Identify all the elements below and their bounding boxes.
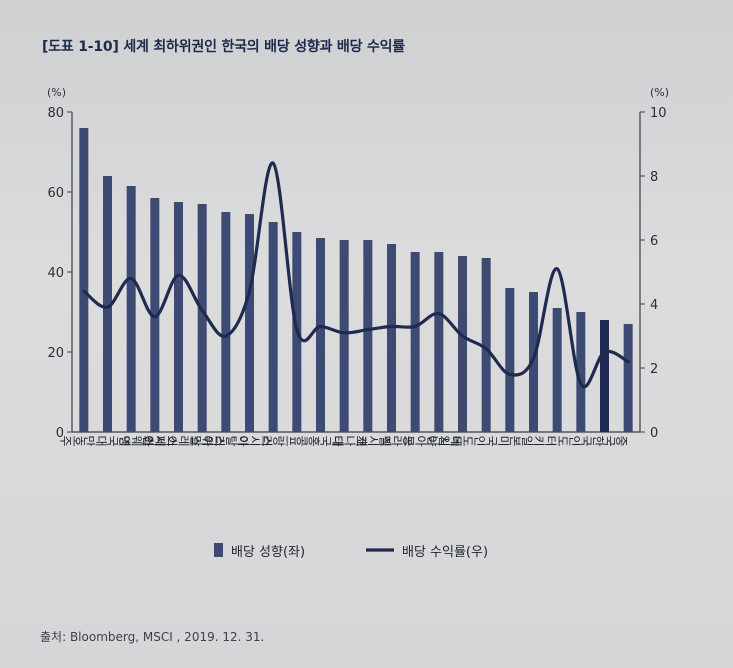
bar-홍콩 <box>316 238 325 432</box>
bar-영국 <box>126 186 136 432</box>
right-axis-unit: (%) <box>650 86 669 99</box>
x-label-러시아: 러시아 <box>237 434 273 448</box>
left-tick-label: 60 <box>47 186 64 201</box>
right-tick-label: 2 <box>650 362 658 377</box>
bar-한국 <box>600 320 609 432</box>
bar-이탈리아 <box>245 214 254 432</box>
x-label-멕시코: 멕시코 <box>356 434 392 448</box>
bar-말레이시아 <box>197 204 207 432</box>
x-label-이탈리아: 이탈리아 <box>202 434 250 448</box>
x-label-프랑스: 프랑스 <box>261 434 297 448</box>
x-label-인도: 인도 <box>557 434 581 448</box>
bar-중국 <box>623 324 633 432</box>
x-label-스페인: 스페인 <box>143 434 179 448</box>
x-label-브라질: 브라질 <box>379 434 415 448</box>
x-label-태국: 태국 <box>320 434 344 448</box>
right-tick-label: 0 <box>650 426 658 441</box>
bar-스웨덴 <box>150 198 160 432</box>
bar-남아공 <box>434 252 444 432</box>
x-label-한국: 한국 <box>581 434 605 448</box>
right-tick-label: 10 <box>650 106 667 121</box>
bar-캐나다 <box>363 240 373 432</box>
left-tick-label: 40 <box>47 266 64 281</box>
bar-태국 <box>339 240 349 432</box>
x-label-미국: 미국 <box>486 434 510 448</box>
x-label-영국: 영국 <box>107 434 131 448</box>
right-tick-label: 4 <box>650 298 658 313</box>
left-tick-label: 80 <box>47 106 64 121</box>
bar-독일 <box>458 256 467 432</box>
bar-스페인 <box>174 202 183 432</box>
x-label-호주: 호주 <box>60 434 84 448</box>
bar-인도네시아 <box>481 258 491 432</box>
x-label-남아공: 남아공 <box>403 434 439 448</box>
legend-bar-swatch <box>214 543 223 557</box>
x-label-일본: 일본 <box>510 434 534 448</box>
right-tick-label: 8 <box>650 170 658 185</box>
x-label-캐나다: 캐나다 <box>332 434 368 448</box>
chart-title: [도표 1-10] 세계 최하위권인 한국의 배당 성향과 배당 수익률 <box>42 39 405 55</box>
left-tick-label: 20 <box>47 346 64 361</box>
x-label-중국: 중국 <box>604 434 628 448</box>
bar-대만 <box>103 176 112 432</box>
bar-호주 <box>79 128 89 432</box>
x-label-터키: 터키 <box>533 434 557 448</box>
x-label-스웨덴: 스웨덴 <box>119 434 155 448</box>
x-label-홍콩: 홍콩 <box>297 434 321 448</box>
dividend-yield-line <box>82 161 630 389</box>
right-tick-label: 6 <box>650 234 658 249</box>
left-axis-unit: (%) <box>47 86 66 99</box>
bar-멕시코 <box>387 244 396 432</box>
left-tick-label: 0 <box>56 426 64 441</box>
x-label-스위스: 스위스 <box>190 434 226 448</box>
bar-스위스 <box>221 212 231 432</box>
legend-bar-label: 배당 성향(좌) <box>231 545 305 560</box>
x-label-인도네시아: 인도네시아 <box>426 434 486 448</box>
bar-브라질 <box>410 252 420 432</box>
x-label-말레이시아: 말레이시아 <box>142 434 202 448</box>
bar-터키 <box>552 308 562 432</box>
x-label-대만: 대만 <box>84 434 108 448</box>
bar-인도 <box>576 312 586 432</box>
legend-line-label: 배당 수익률(우) <box>402 545 488 560</box>
chart-source: 출처: Bloomberg, MSCI , 2019. 12. 31. <box>40 630 265 644</box>
bar-미국 <box>505 288 515 432</box>
bar-러시아 <box>268 222 278 432</box>
x-label-독일: 독일 <box>439 434 463 448</box>
